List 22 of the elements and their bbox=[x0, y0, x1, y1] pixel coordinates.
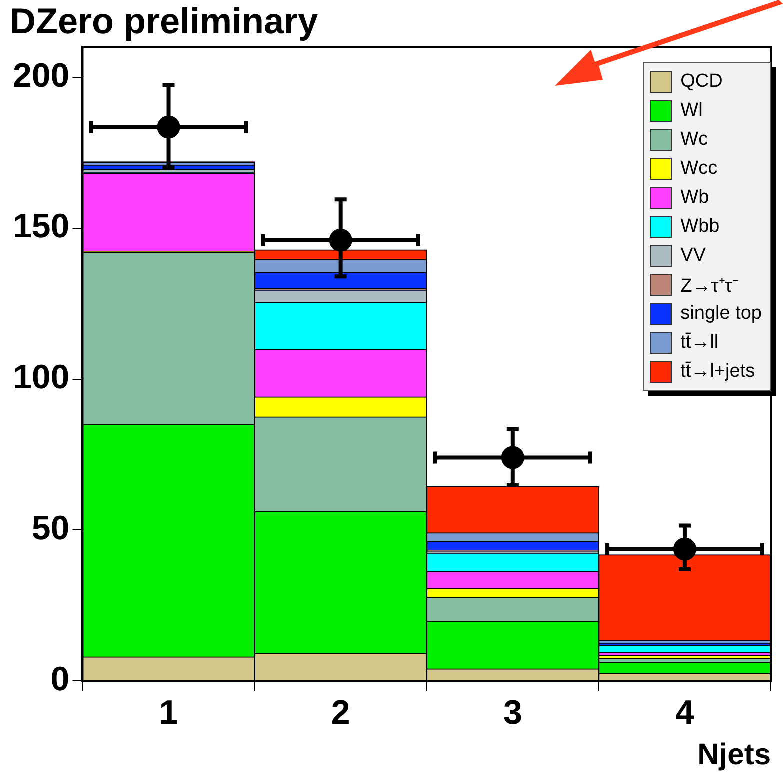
legend-label: Wc bbox=[680, 128, 708, 150]
legend-label: tt̄→l+jets bbox=[680, 360, 756, 382]
legend-label: single top bbox=[680, 302, 762, 324]
y-tick-label: 0 bbox=[50, 660, 70, 699]
legend-label: Wcc bbox=[680, 158, 718, 180]
x-tick-label: 3 bbox=[503, 694, 522, 732]
legend-label: Wb bbox=[680, 186, 710, 208]
x-tick-label: 2 bbox=[331, 694, 350, 732]
legend-label: VV bbox=[680, 244, 706, 266]
chart-title: DZero preliminary bbox=[10, 0, 318, 42]
x-tick-label: 4 bbox=[676, 694, 695, 732]
legend-label: tt̄→ll bbox=[680, 332, 719, 354]
y-tick-label: 50 bbox=[32, 510, 70, 548]
legend-label: Wbb bbox=[680, 216, 720, 238]
legend-label: QCD bbox=[680, 70, 723, 92]
y-tick-label: 150 bbox=[12, 208, 70, 246]
legend-label: Wl bbox=[680, 100, 703, 122]
legend-label: Z→τ⁺τ⁻ bbox=[680, 274, 738, 298]
x-tick-label: 1 bbox=[159, 694, 178, 732]
y-tick-label: 100 bbox=[12, 358, 70, 397]
x-axis-title: Njets bbox=[698, 738, 771, 772]
y-tick-label: 200 bbox=[12, 56, 70, 95]
